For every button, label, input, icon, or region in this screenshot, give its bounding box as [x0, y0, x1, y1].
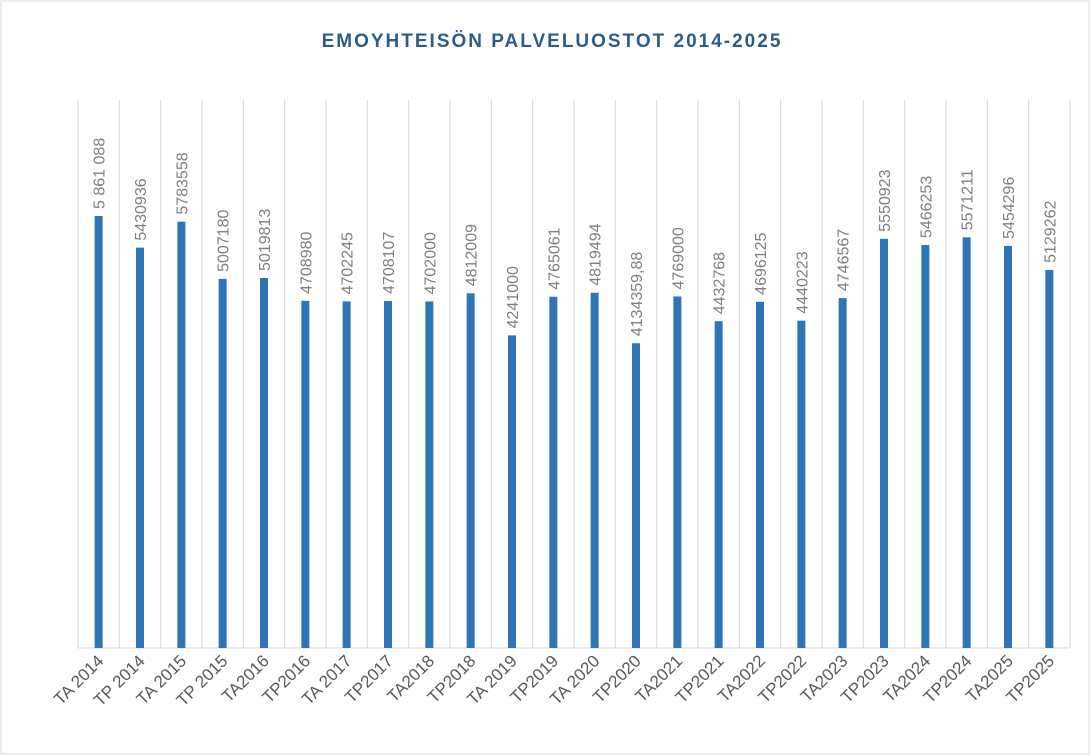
- bar: [466, 293, 475, 648]
- bar: [94, 215, 103, 648]
- data-label: 4819494: [588, 223, 605, 285]
- bar: [1004, 245, 1012, 648]
- chart-title: EMOYHTEISÖN PALVELUOSTOT 2014-2025: [322, 31, 783, 52]
- data-label: 4702245: [340, 232, 357, 294]
- data-label: 5550923: [877, 169, 894, 231]
- data-label: 5007180: [216, 210, 233, 272]
- data-label: 5 861 088: [92, 138, 109, 209]
- bar: [218, 278, 227, 648]
- bar: [797, 320, 806, 648]
- bar: [590, 292, 599, 648]
- data-label: 4708980: [298, 231, 315, 293]
- data-label: 5454296: [1001, 177, 1018, 239]
- bar: [549, 296, 558, 648]
- bar: [301, 300, 310, 648]
- bar: [673, 296, 682, 648]
- data-label: 5430936: [133, 178, 150, 240]
- bar: [838, 298, 847, 648]
- data-label: 5571211: [960, 169, 977, 230]
- data-label: 4812009: [464, 224, 481, 286]
- bar: [962, 237, 971, 649]
- bar: [136, 247, 144, 649]
- data-label: 5783558: [174, 152, 191, 214]
- bar: [425, 301, 434, 648]
- bar: [508, 335, 516, 648]
- data-label: 5466253: [918, 176, 935, 238]
- bar: [1045, 269, 1054, 648]
- bar: [921, 245, 930, 648]
- data-label: 4769000: [670, 227, 687, 289]
- data-label: 4765061: [546, 227, 563, 289]
- data-label: 4432768: [712, 252, 729, 314]
- data-label: 5019813: [257, 209, 274, 271]
- bar: [260, 277, 268, 648]
- data-label: 4696125: [753, 232, 770, 294]
- data-label: 5129262: [1042, 201, 1059, 263]
- data-label: 4134359,88: [629, 252, 646, 337]
- bar: [177, 221, 186, 648]
- data-label: 4241000: [505, 266, 522, 328]
- data-label: 4708107: [381, 232, 398, 294]
- bar: [342, 301, 351, 648]
- data-label: 4702000: [422, 232, 439, 294]
- bar: [632, 343, 640, 648]
- bar: [756, 301, 764, 648]
- data-label: 4440223: [794, 251, 811, 313]
- bar: [384, 300, 392, 648]
- data-label: 4746567: [836, 229, 853, 291]
- bar: [714, 321, 723, 648]
- bar: [880, 238, 888, 648]
